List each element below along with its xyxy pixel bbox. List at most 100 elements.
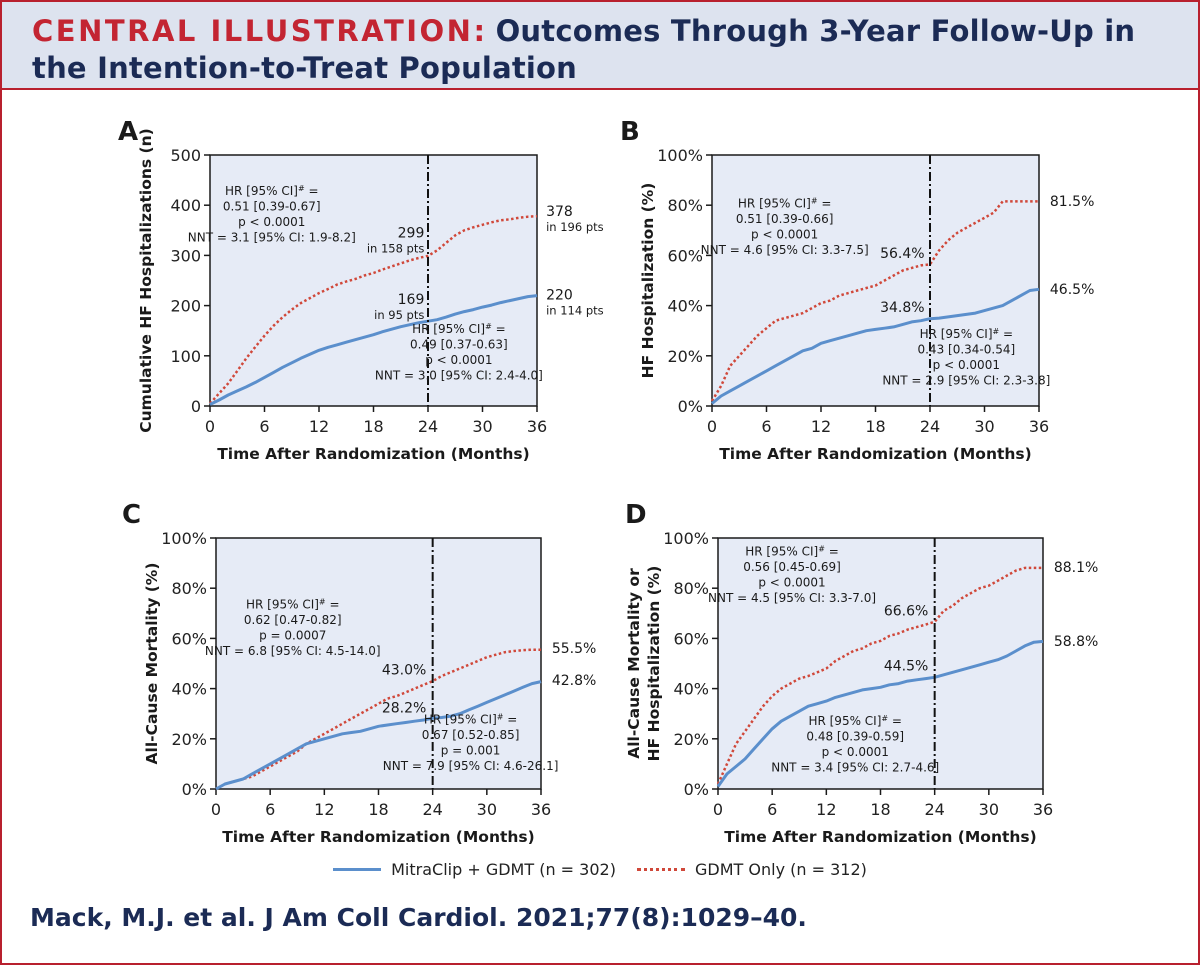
- x-tick-label: 6: [265, 800, 275, 819]
- x-tick-label: 30: [472, 417, 492, 436]
- y-tick-label: 100%: [657, 146, 703, 165]
- series-line-mitraclip: [215, 680, 542, 791]
- y-axis-label: HF Hospitalization (%): [639, 183, 657, 379]
- value-label-big: 55.5%: [552, 641, 596, 657]
- y-tick-label: 0%: [182, 780, 207, 799]
- panel-c: C 0% 20% 40% 60% 80% 100% 0 6 12 18 24 30 36 Time Afte…: [122, 500, 596, 846]
- page-title: CENTRAL ILLUSTRATION: Outcomes Through 3…: [32, 13, 1172, 87]
- x-tick-label: 24: [924, 800, 944, 819]
- annotation-hr_mitra: HR [95% CI]# =0.49 [0.37-0.63]p < 0.0001…: [375, 322, 543, 383]
- y-tick-label: 300: [170, 246, 201, 265]
- legend-item-mitraclip: MitraClip + GDMT (n = 302): [333, 860, 616, 879]
- x-tick-label: 18: [865, 417, 885, 436]
- value-label-big: 220: [546, 288, 573, 304]
- annotation-hr_gdmt: HR [95% CI]# =0.62 [0.47-0.82]p = 0.0007…: [205, 597, 381, 658]
- panel-letter-a: A: [118, 117, 138, 147]
- annotation-line: 0.49 [0.37-0.63]: [410, 338, 508, 352]
- value-label-big: 44.5%: [884, 658, 928, 674]
- citation: Mack, M.J. et al. J Am Coll Cardiol. 202…: [30, 903, 807, 932]
- annotation-line: p < 0.0001: [933, 358, 1000, 372]
- value-label-small: in 114 pts: [546, 304, 604, 318]
- value-label-v24_mitra: 28.2%: [382, 701, 426, 717]
- panel-letter-b: B: [620, 117, 640, 147]
- annotation-line: 0.67 [0.52-0.85]: [422, 728, 520, 742]
- x-tick-label: 12: [314, 800, 334, 819]
- annotation-line: NNT = 3.0 [95% CI: 2.4-4.0]: [375, 369, 543, 383]
- series-line-gdmt: [716, 566, 1043, 785]
- x-tick-label: 36: [531, 800, 551, 819]
- x-tick-label: 18: [870, 800, 890, 819]
- x-tick-label: 18: [368, 800, 388, 819]
- annotation-line: p = 0.001: [441, 744, 501, 758]
- plot-area-a: [209, 154, 538, 407]
- y-tick-label: 80%: [673, 579, 709, 598]
- x-tick-label: 36: [1033, 800, 1053, 819]
- x-tick-label: 0: [211, 800, 221, 819]
- x-tick-label: 36: [527, 417, 547, 436]
- value-label-end_mitra: 42.8%: [552, 673, 596, 689]
- value-label-v24_gdmt: 56.4%: [880, 246, 924, 262]
- value-label-big: 46.5%: [1050, 282, 1094, 298]
- x-tick-label: 12: [816, 800, 836, 819]
- series-line-mitraclip: [716, 639, 1044, 788]
- x-tick-label: 6: [761, 417, 771, 436]
- x-tick-label: 24: [422, 800, 442, 819]
- value-label-end_mitra: 46.5%: [1050, 282, 1094, 298]
- annotation-line: NNT = 3.4 [95% CI: 2.7-4.6]: [771, 760, 939, 774]
- y-axis-label: All-Cause Mortality (%): [143, 563, 161, 765]
- y-tick-label: 20%: [171, 730, 207, 749]
- y-tick-label: 20%: [667, 347, 703, 366]
- value-label-big: 81.5%: [1050, 194, 1094, 210]
- y-tick-label: 100: [170, 347, 201, 366]
- value-label-big: 34.8%: [880, 300, 924, 316]
- annotation-line: NNT = 2.9 [95% CI: 2.3-3.8]: [882, 374, 1050, 388]
- annotation-line: HR [95% CI]# =: [808, 713, 902, 728]
- header-label: CENTRAL ILLUSTRATION: [32, 14, 474, 48]
- y-tick-label: 100%: [161, 529, 207, 548]
- annotation-line: NNT = 4.6 [95% CI: 3.3-7.5]: [701, 243, 869, 257]
- value-label-big: 378: [546, 204, 573, 220]
- value-label-small: in 158 pts: [367, 241, 425, 255]
- value-label-v24_gdmt: 66.6%: [884, 603, 928, 619]
- value-label-v24_mitra: 34.8%: [880, 300, 924, 316]
- annotation-line: p = 0.0007: [259, 628, 326, 642]
- value-label-end_mitra: 58.8%: [1054, 634, 1098, 650]
- header-divider: [0, 88, 1200, 90]
- series-line-gdmt: [209, 214, 538, 405]
- value-label-end_gdmt: 81.5%: [1050, 194, 1094, 210]
- plot-area-b: [711, 154, 1040, 407]
- x-tick-label: 24: [418, 417, 438, 436]
- x-tick-label: 30: [974, 417, 994, 436]
- y-tick-label: 0%: [678, 397, 703, 416]
- x-tick-label: 0: [205, 417, 215, 436]
- annotation-hr_gdmt: HR [95% CI]# =0.51 [0.39-0.66] p < 0.0001…: [701, 196, 869, 257]
- annotation-line: HR [95% CI]# =: [745, 544, 839, 559]
- y-tick-label: 60%: [667, 246, 703, 265]
- panel-a: A 0 100 200 300 400 500 0 6 12 18 24 30 36 Time After …: [118, 117, 604, 463]
- header-colon: :: [473, 14, 486, 48]
- annotation-line: p < 0.0001: [238, 215, 305, 229]
- y-tick-label: 80%: [667, 196, 703, 215]
- annotation-line: p < 0.0001: [758, 576, 825, 590]
- annotation-line: 0.48 [0.39-0.59]: [806, 729, 904, 743]
- annotation-hr_mitra: HR [95% CI]# =0.43 [0.34-0.54]p < 0.0001…: [882, 327, 1050, 388]
- annotation-line: 0.56 [0.45-0.69]: [743, 560, 841, 574]
- annotation-line: HR [95% CI]# =: [920, 327, 1014, 342]
- value-label-v24_gdmt: 43.0%: [382, 662, 426, 678]
- x-tick-label: 30: [979, 800, 999, 819]
- y-tick-label: 80%: [171, 579, 207, 598]
- annotation-line: NNT = 4.5 [95% CI: 3.3-7.0]: [708, 591, 876, 605]
- y-tick-label: 40%: [673, 680, 709, 699]
- x-tick-label: 24: [920, 417, 940, 436]
- x-axis-label: Time After Randomization (Months): [719, 445, 1032, 463]
- plot-area-c: [215, 537, 542, 790]
- y-tick-label: 60%: [171, 629, 207, 648]
- x-tick-label: 30: [477, 800, 497, 819]
- legend-swatch-mitraclip: [333, 868, 382, 871]
- y-tick-label: 200: [170, 297, 201, 316]
- legend-label-gdmt: GDMT Only (n = 312): [695, 860, 867, 879]
- x-axis-label: Time After Randomization (Months): [724, 828, 1037, 846]
